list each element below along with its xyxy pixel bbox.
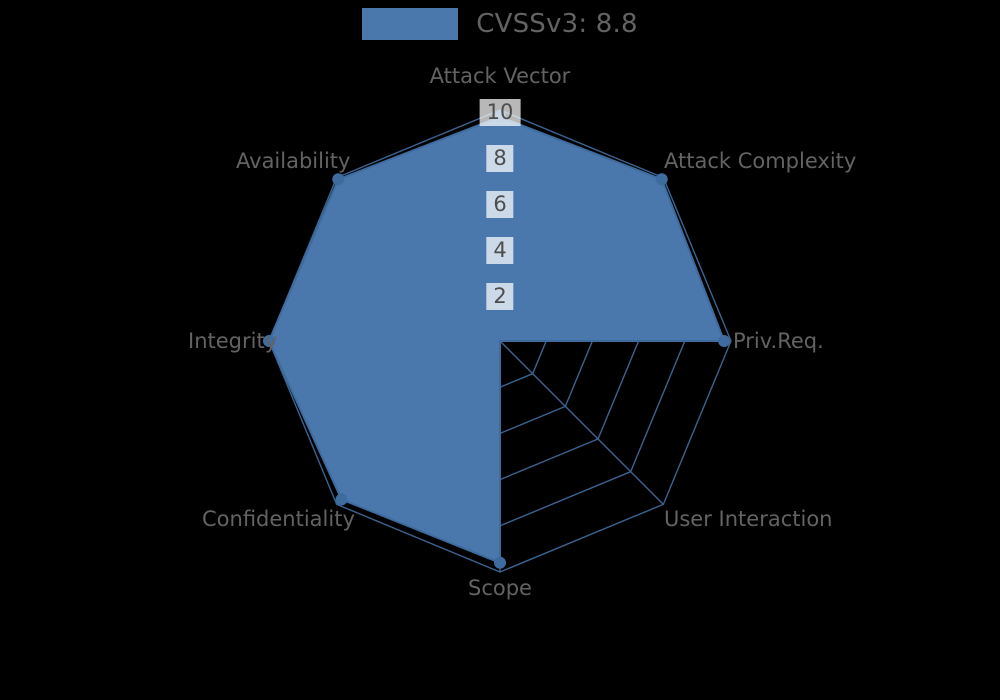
radial-tick-label-8: 8 <box>486 145 514 172</box>
radar-data-point <box>332 173 345 186</box>
axis-label-confidentiality: Confidentiality <box>202 507 355 531</box>
axis-label-user-interaction: User Interaction <box>664 507 833 531</box>
legend-label-cvssv3: CVSSv3: 8.8 <box>476 9 638 39</box>
axis-label-priv-req: Priv.Req. <box>733 329 824 353</box>
radial-tick-label-4: 4 <box>486 237 514 264</box>
legend-swatch-cvssv3 <box>362 8 459 40</box>
radar-data-point <box>655 173 668 186</box>
axis-label-attack-vector: Attack Vector <box>429 64 571 88</box>
radar-data-point <box>494 556 506 569</box>
radar-data-point <box>263 335 275 347</box>
radial-tick-label-6: 6 <box>486 191 514 218</box>
radar-data-point <box>335 493 348 506</box>
axis-label-integrity: Integrity <box>188 329 278 353</box>
chart-legend: CVSSv3: 8.8 <box>0 8 1000 40</box>
radial-tick-label-10: 10 <box>479 99 521 126</box>
axis-label-attack-complexity: Attack Complexity <box>664 149 857 173</box>
axis-label-availability: Availability <box>236 149 351 173</box>
radar-data-point <box>718 335 731 347</box>
axis-label-scope: Scope <box>468 576 532 600</box>
radial-tick-label-2: 2 <box>486 283 514 310</box>
radar-axis-spoke <box>499 340 664 505</box>
